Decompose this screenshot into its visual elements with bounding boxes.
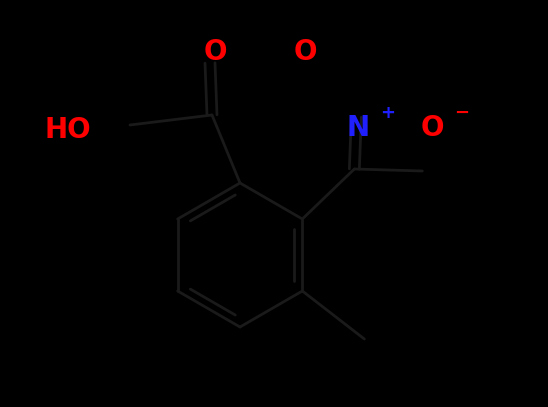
Text: −: − xyxy=(454,104,470,122)
Text: O: O xyxy=(420,114,444,142)
Text: HO: HO xyxy=(45,116,92,144)
Text: O: O xyxy=(203,38,227,66)
Text: N: N xyxy=(346,114,369,142)
Text: O: O xyxy=(293,38,317,66)
Text: +: + xyxy=(380,104,396,122)
